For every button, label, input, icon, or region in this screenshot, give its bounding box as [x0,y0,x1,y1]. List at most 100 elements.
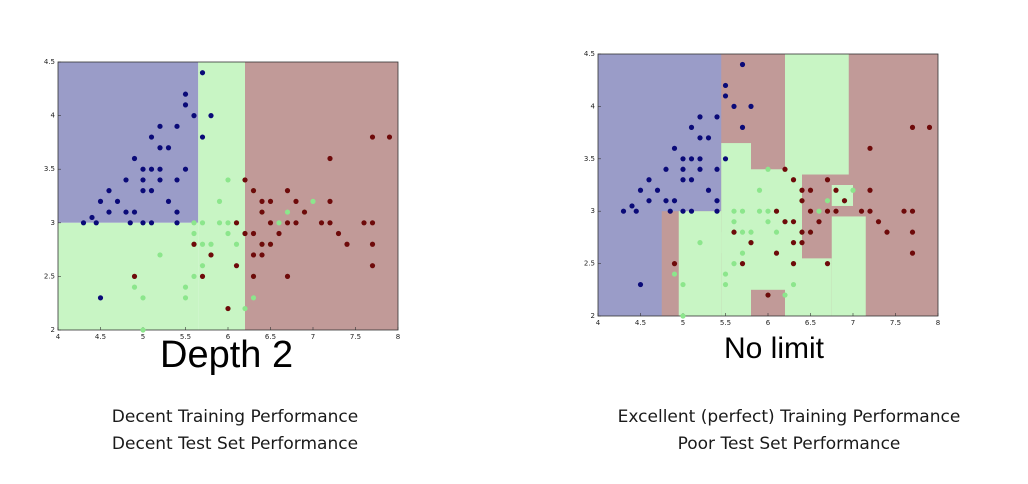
data-point-green [765,219,771,225]
data-point-red [926,124,933,130]
y-tick-label: 3.5 [584,155,595,163]
data-point-blue [663,198,669,204]
data-point-green [216,220,223,226]
data-point-blue [131,209,138,215]
data-point-green [191,220,197,226]
data-point-blue [157,145,163,151]
data-point-blue [131,155,138,162]
data-point-blue [148,134,155,140]
data-point-blue [140,220,146,226]
data-point-green [697,240,703,246]
data-point-red [267,198,274,204]
data-point-red [867,145,873,151]
decision-region-blue [58,62,199,223]
x-tick-label: 6 [766,319,771,327]
data-point-red [790,240,797,246]
data-point-green [191,230,197,237]
x-tick-label: 6.5 [805,319,816,327]
data-point-red [671,261,678,267]
data-point-blue [174,220,180,226]
data-point-blue [182,102,189,108]
data-point-red [199,273,206,279]
data-point-red [267,241,274,247]
data-point-red [909,208,916,214]
data-point-green [824,198,831,204]
x-tick-label: 7 [851,319,855,327]
caption-line-1: Decent Training Performance [111,407,359,427]
data-point-blue [89,214,95,221]
y-tick-label: 2 [591,312,595,320]
data-point-blue [182,166,189,172]
data-point-green [756,208,763,214]
data-point-blue [714,166,720,172]
data-point-red [293,198,299,204]
data-point-blue [697,166,703,172]
data-point-blue [148,188,155,194]
data-point-green [765,166,771,172]
data-point-green [731,208,737,214]
y-tick-label: 3 [591,207,595,215]
data-point-green [748,229,754,235]
data-point-red [739,261,746,267]
data-point-green [722,281,729,288]
data-point-red [824,177,831,183]
data-point-red [276,230,282,237]
caption-line-2: Poor Test Set Performance [677,434,901,454]
data-point-red [782,219,788,225]
data-point-red [790,261,797,267]
data-point-red [369,263,376,269]
y-tick-label: 4.5 [44,58,55,66]
data-point-blue [714,198,720,204]
data-point-red [773,208,780,214]
data-point-green [225,230,231,237]
data-point-red [284,273,291,279]
y-tick-label: 2 [51,326,55,334]
data-point-red [901,208,907,214]
data-point-red [816,219,822,225]
data-point-red [335,230,342,237]
decision-region-green [678,211,722,316]
data-point-red [301,209,308,215]
data-point-red [807,208,814,214]
data-point-green [199,263,206,269]
data-point-red [824,208,831,214]
data-point-red [875,219,882,225]
data-point-blue [739,124,746,130]
data-point-blue [748,103,754,109]
data-point-blue [140,188,146,194]
y-tick-label: 2.5 [44,272,55,280]
data-point-blue [174,177,180,183]
data-point-green [225,220,231,226]
data-point-blue [646,198,652,204]
data-point-red [790,177,797,183]
data-point-blue [667,208,673,214]
data-point-red [782,166,788,172]
decision-region-green [58,222,199,330]
data-point-blue [80,220,87,226]
data-point-red [731,229,737,235]
data-point-green [242,305,248,312]
y-tick-label: 4.5 [584,50,595,58]
data-point-green [739,229,746,235]
data-point-red [259,209,265,215]
data-point-red [191,241,197,247]
caption-line-2: Decent Test Set Performance [111,434,359,454]
data-point-green [680,281,686,288]
data-point-red [131,273,138,279]
data-point-green [773,229,780,235]
data-point-green [765,208,771,214]
data-point-red [748,240,754,246]
data-point-red [293,220,299,226]
y-tick-label: 3 [51,219,55,227]
data-point-blue [688,124,695,130]
y-tick-label: 4 [591,102,596,110]
data-point-red [259,241,265,247]
data-point-blue [739,61,746,68]
data-point-blue [191,113,197,119]
x-tick-label: 7.5 [890,319,901,327]
data-point-blue [157,177,163,183]
decision-region-green [785,54,802,316]
data-point-blue [697,135,703,141]
x-tick-label: 8 [396,333,400,341]
x-tick-label: 5 [141,333,145,341]
